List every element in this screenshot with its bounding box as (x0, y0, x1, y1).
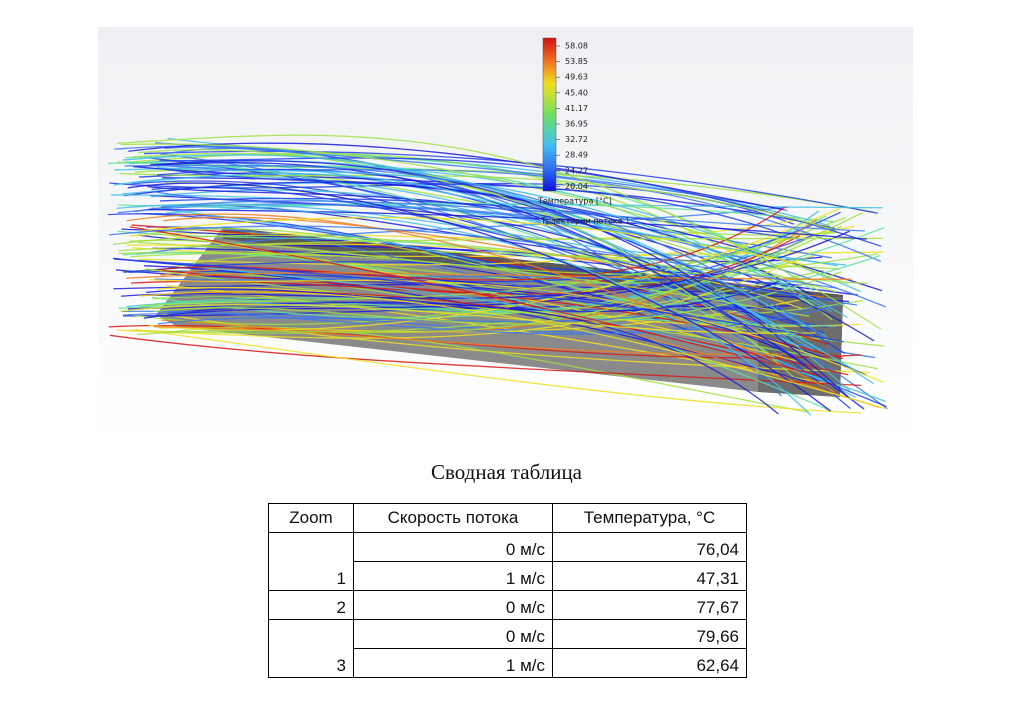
streamline (138, 291, 885, 410)
streamline (108, 213, 887, 408)
table-cell: Скорость потока (353, 503, 553, 533)
streamline (143, 150, 878, 214)
color-bar (542, 37, 557, 192)
streamline (129, 226, 821, 377)
legend-tick-label: 20.04 (565, 182, 588, 191)
streamline (127, 182, 832, 412)
table-cell: 1 (268, 532, 354, 591)
streamline (150, 228, 798, 333)
streamline (118, 237, 884, 252)
streamline (139, 216, 807, 266)
streamline (116, 258, 799, 339)
streamline (153, 271, 842, 325)
streamline (148, 207, 840, 331)
color-legend: Температура [°C] Траектории потока 1 58.… (537, 37, 630, 226)
table-cell: 0 м/с (353, 532, 553, 562)
table-row: Zoom Скорость потока Температура, °C (268, 503, 747, 533)
streamline (135, 328, 861, 414)
table-cell: Zoom (268, 503, 354, 533)
table-cell: 0 м/с (353, 619, 553, 649)
legend-title: Температура [°C] (537, 197, 612, 206)
streamline (109, 225, 837, 289)
legend-tick-label: 41.17 (565, 104, 588, 113)
legend-tick-label: 58.08 (565, 42, 588, 51)
streamline (127, 301, 779, 415)
summary-table: Zoom Скорость потока Температура, °C 1 0 м/с… (268, 503, 747, 678)
streamline (151, 207, 856, 398)
table-cell: 62,64 (552, 648, 747, 678)
streamline (156, 166, 848, 318)
streamline (126, 272, 852, 280)
table-cell: 2 (268, 590, 354, 620)
legend-tick-label: 49.63 (565, 73, 588, 82)
streamline (152, 225, 843, 314)
streamline (116, 203, 786, 258)
legend-tick-label: 45.40 (565, 88, 588, 97)
streamline (148, 208, 867, 240)
streamline (159, 197, 800, 240)
table-cell: 79,66 (552, 619, 747, 649)
table-cell: 3 (268, 619, 354, 678)
streamline (124, 164, 831, 342)
streamline (166, 326, 809, 413)
legend-tick-label: 53.85 (565, 57, 588, 66)
streamline (119, 303, 816, 334)
streamlines (108, 134, 888, 416)
table-cell: 76,04 (552, 532, 747, 562)
streamline (128, 142, 784, 211)
streamline (117, 202, 835, 223)
streamline (163, 168, 781, 234)
streamline (159, 157, 882, 247)
simulation-figure: Температура [°C] Траектории потока 1 58.… (98, 27, 913, 445)
table-cell: 1 м/с (353, 561, 553, 591)
table-cell: Температура, °C (552, 503, 747, 533)
streamline (164, 205, 812, 416)
legend-tick-label: 24.27 (565, 166, 588, 175)
table-row: 1 м/с 62,64 (269, 648, 747, 678)
streamline (116, 134, 882, 330)
streamline (150, 194, 794, 343)
streamline (149, 278, 884, 383)
table-cell: 0 м/с (353, 590, 553, 620)
table-cell: 47,31 (552, 561, 747, 591)
streamline (114, 258, 844, 343)
table-cell: 1 м/с (353, 648, 553, 678)
streamline (154, 275, 858, 306)
streamline (123, 303, 826, 333)
table-cell: 77,67 (552, 590, 747, 620)
legend-tick-label: 28.49 (565, 151, 588, 160)
streamline (121, 302, 846, 335)
streamline (150, 160, 850, 398)
streamline (167, 250, 841, 270)
figure-label: Траектории потока 1 (540, 217, 630, 226)
streamline (143, 239, 806, 319)
legend-tick-label: 36.95 (565, 120, 588, 129)
legend-tick-label: 32.72 (565, 135, 588, 144)
table-title: Сводная таблица (430, 460, 583, 484)
streamline (128, 173, 859, 373)
streamline (130, 252, 810, 317)
streamline (134, 200, 865, 232)
streamline (139, 236, 796, 307)
